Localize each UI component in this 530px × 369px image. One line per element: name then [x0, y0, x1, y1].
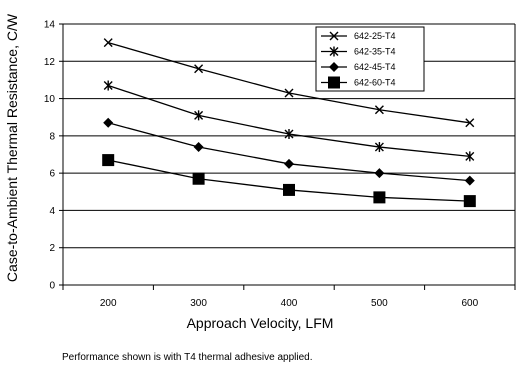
y-tick-label: 14 — [44, 20, 56, 31]
data-point — [103, 117, 114, 128]
data-point — [283, 183, 295, 196]
x-tick-label: 200 — [100, 298, 117, 309]
y-tick-label: 10 — [44, 94, 56, 105]
legend-marker — [328, 76, 340, 89]
data-point — [194, 64, 204, 74]
legend-marker — [329, 46, 339, 57]
legend: 642-25-T4 642-35-T4 642-45-T4 642-60-T4 — [315, 26, 425, 92]
data-point — [463, 195, 476, 208]
legend-marker — [329, 62, 339, 72]
legend-label: 642-60-T4 — [354, 78, 396, 88]
x-tick-label: 500 — [371, 298, 388, 309]
x-ticks: 200 300 400 500 600 — [62, 285, 516, 309]
footnote: Performance shown is with T4 thermal adh… — [62, 352, 313, 363]
axes — [62, 24, 516, 286]
data-point — [465, 151, 475, 162]
x-tick-label: 300 — [190, 298, 207, 309]
legend-label: 642-35-T4 — [354, 47, 396, 57]
legend-item: 642-25-T4 — [321, 31, 396, 41]
x-axis-title: Approach Velocity, LFM — [187, 315, 334, 331]
data-point — [194, 110, 204, 121]
y-ticks: 0 2 4 6 8 10 12 14 — [44, 20, 63, 292]
legend-marker — [329, 31, 339, 41]
data-point — [464, 175, 475, 186]
series-line — [107, 84, 470, 158]
y-tick-label: 2 — [49, 243, 55, 254]
y-tick-label: 6 — [49, 169, 55, 180]
data-point — [374, 168, 385, 179]
legend-item: 642-45-T4 — [321, 62, 396, 72]
y-tick-label: 0 — [49, 281, 55, 292]
data-point — [373, 191, 386, 204]
data-point — [284, 158, 294, 169]
data-point — [465, 118, 475, 128]
data-point — [193, 142, 204, 153]
data-point — [374, 142, 384, 153]
legend-item: 642-60-T4 — [321, 76, 396, 89]
data-point — [192, 172, 205, 185]
series-group — [102, 38, 476, 208]
x-tick-label: 600 — [461, 298, 478, 309]
data-point — [284, 88, 294, 98]
x-tick-label: 400 — [281, 298, 298, 309]
data-point — [374, 105, 384, 115]
legend-label: 642-45-T4 — [354, 62, 396, 72]
y-tick-label: 4 — [49, 206, 55, 217]
y-tick-label: 12 — [44, 57, 56, 68]
data-point — [284, 128, 294, 139]
data-point — [103, 80, 113, 91]
data-point — [102, 154, 115, 167]
y-axis-title: Case-to-Ambient Thermal Resistance, C/W — [4, 13, 20, 282]
legend-item: 642-35-T4 — [321, 46, 396, 57]
y-tick-label: 8 — [49, 131, 55, 142]
legend-label: 642-25-T4 — [354, 31, 396, 41]
data-point — [103, 38, 113, 48]
